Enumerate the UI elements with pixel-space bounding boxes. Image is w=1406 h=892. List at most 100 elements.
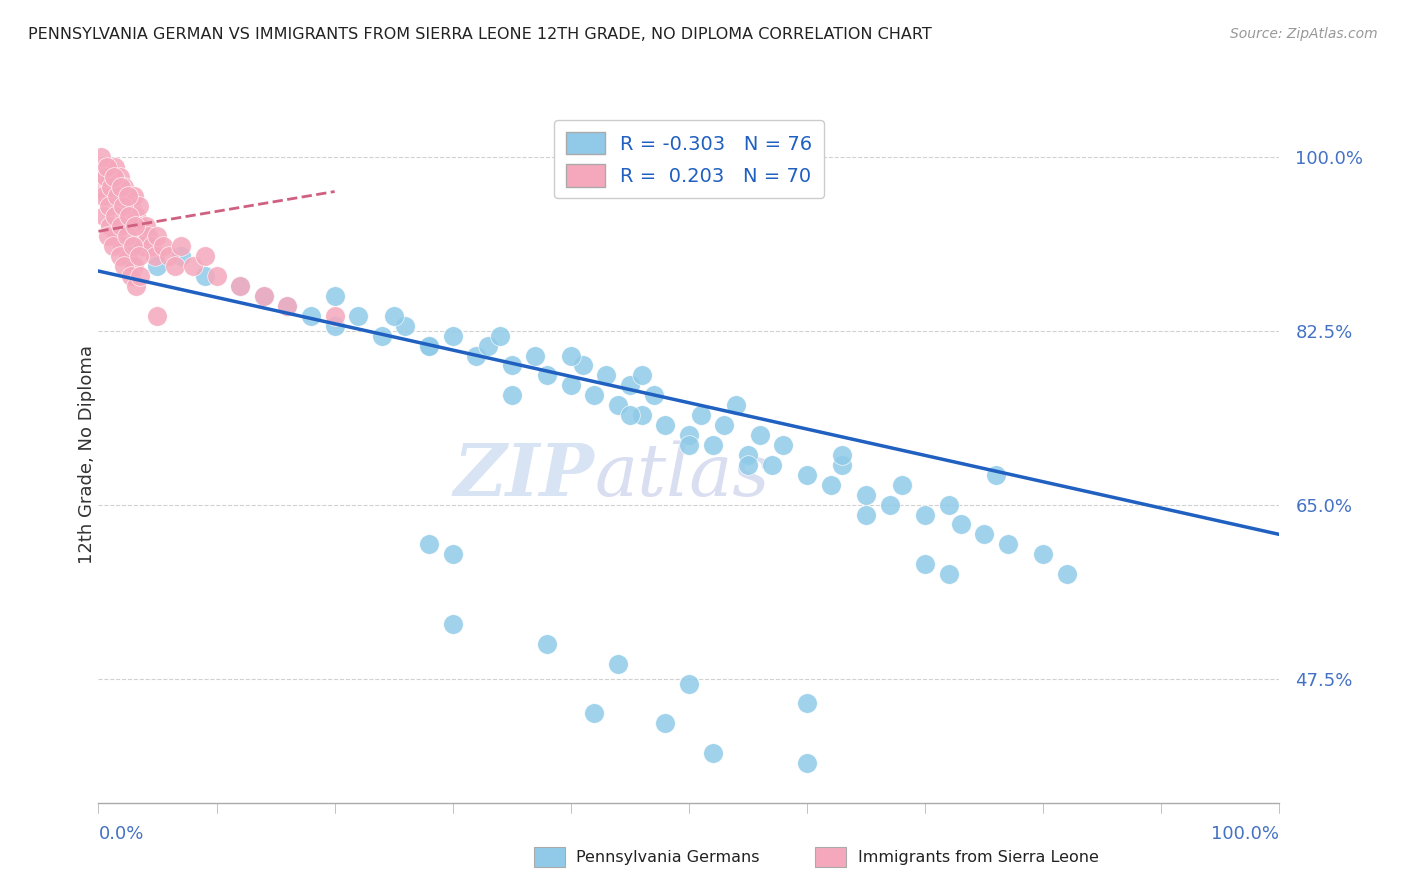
Point bbox=[619, 408, 641, 422]
Point bbox=[595, 368, 617, 383]
Text: Immigrants from Sierra Leone: Immigrants from Sierra Leone bbox=[858, 850, 1098, 864]
Point bbox=[796, 697, 818, 711]
Point bbox=[117, 189, 139, 203]
Point bbox=[796, 467, 818, 482]
Point bbox=[347, 309, 370, 323]
Point bbox=[678, 676, 700, 690]
Point bbox=[152, 239, 174, 253]
Point bbox=[607, 398, 630, 412]
Point bbox=[276, 299, 298, 313]
Point bbox=[93, 169, 115, 184]
Point bbox=[524, 349, 547, 363]
Point bbox=[128, 199, 150, 213]
Point bbox=[583, 706, 606, 721]
Legend: R = -0.303   N = 76, R =  0.203   N = 70: R = -0.303 N = 76, R = 0.203 N = 70 bbox=[554, 120, 824, 198]
Point bbox=[111, 189, 134, 203]
Point bbox=[121, 199, 143, 213]
Text: PENNSYLVANIA GERMAN VS IMMIGRANTS FROM SIERRA LEONE 12TH GRADE, NO DIPLOMA CORRE: PENNSYLVANIA GERMAN VS IMMIGRANTS FROM S… bbox=[28, 27, 932, 42]
Point bbox=[501, 359, 523, 373]
Text: 0.0%: 0.0% bbox=[98, 825, 143, 843]
Point bbox=[418, 338, 440, 352]
Point bbox=[1032, 547, 1054, 561]
Point bbox=[984, 467, 1007, 482]
Point bbox=[131, 229, 153, 244]
Point bbox=[441, 328, 464, 343]
Point bbox=[117, 249, 139, 263]
Point bbox=[253, 289, 276, 303]
Point bbox=[121, 268, 143, 283]
Point bbox=[111, 239, 134, 253]
Point bbox=[141, 239, 163, 253]
Point bbox=[93, 210, 115, 224]
Point bbox=[194, 249, 217, 263]
Point bbox=[103, 169, 125, 184]
Point bbox=[831, 448, 853, 462]
Point bbox=[560, 378, 582, 392]
Point bbox=[737, 448, 759, 462]
Point bbox=[702, 746, 724, 760]
Point bbox=[97, 229, 120, 244]
Point bbox=[96, 160, 118, 174]
Point bbox=[583, 388, 606, 402]
Point bbox=[890, 477, 912, 491]
Point bbox=[299, 309, 322, 323]
Point bbox=[831, 458, 853, 472]
Point bbox=[157, 249, 180, 263]
Point bbox=[117, 189, 139, 203]
Point bbox=[146, 229, 169, 244]
Point bbox=[536, 637, 558, 651]
Point bbox=[98, 169, 121, 184]
Point bbox=[973, 527, 995, 541]
Point bbox=[101, 239, 124, 253]
Point bbox=[128, 219, 150, 234]
Point bbox=[112, 179, 135, 194]
Point bbox=[128, 239, 150, 253]
Point bbox=[128, 249, 150, 263]
Point bbox=[110, 219, 132, 234]
Point bbox=[725, 398, 748, 412]
Point bbox=[115, 199, 138, 213]
Point bbox=[276, 299, 298, 313]
Point bbox=[477, 338, 499, 352]
Point bbox=[125, 279, 148, 293]
Point bbox=[143, 249, 166, 263]
Point bbox=[1056, 567, 1078, 582]
Point bbox=[820, 477, 842, 491]
Point bbox=[418, 338, 440, 352]
Text: 100.0%: 100.0% bbox=[1212, 825, 1279, 843]
Point bbox=[619, 378, 641, 392]
Point bbox=[91, 189, 114, 203]
Point bbox=[938, 567, 960, 582]
Point bbox=[630, 408, 652, 422]
Point bbox=[90, 150, 112, 164]
Point bbox=[128, 268, 150, 283]
Point bbox=[536, 368, 558, 383]
Point bbox=[702, 438, 724, 452]
Point bbox=[122, 259, 145, 273]
Point bbox=[713, 418, 735, 433]
Point bbox=[124, 219, 146, 234]
Point bbox=[146, 309, 169, 323]
Point bbox=[108, 249, 131, 263]
Point bbox=[855, 488, 877, 502]
Point bbox=[748, 428, 770, 442]
Point bbox=[501, 388, 523, 402]
Point bbox=[997, 537, 1019, 551]
Point bbox=[105, 189, 128, 203]
Point bbox=[654, 716, 676, 731]
Point bbox=[654, 418, 676, 433]
Point bbox=[489, 328, 512, 343]
Point bbox=[253, 289, 276, 303]
Point bbox=[796, 756, 818, 770]
Point bbox=[94, 169, 117, 184]
Point bbox=[323, 318, 346, 333]
Point bbox=[678, 428, 700, 442]
Point bbox=[112, 199, 135, 213]
Point bbox=[643, 388, 665, 402]
Point bbox=[101, 179, 124, 194]
Point bbox=[914, 558, 936, 572]
Point bbox=[96, 189, 118, 203]
Y-axis label: 12th Grade, No Diploma: 12th Grade, No Diploma bbox=[79, 345, 96, 565]
Point bbox=[108, 169, 131, 184]
Point bbox=[418, 537, 440, 551]
